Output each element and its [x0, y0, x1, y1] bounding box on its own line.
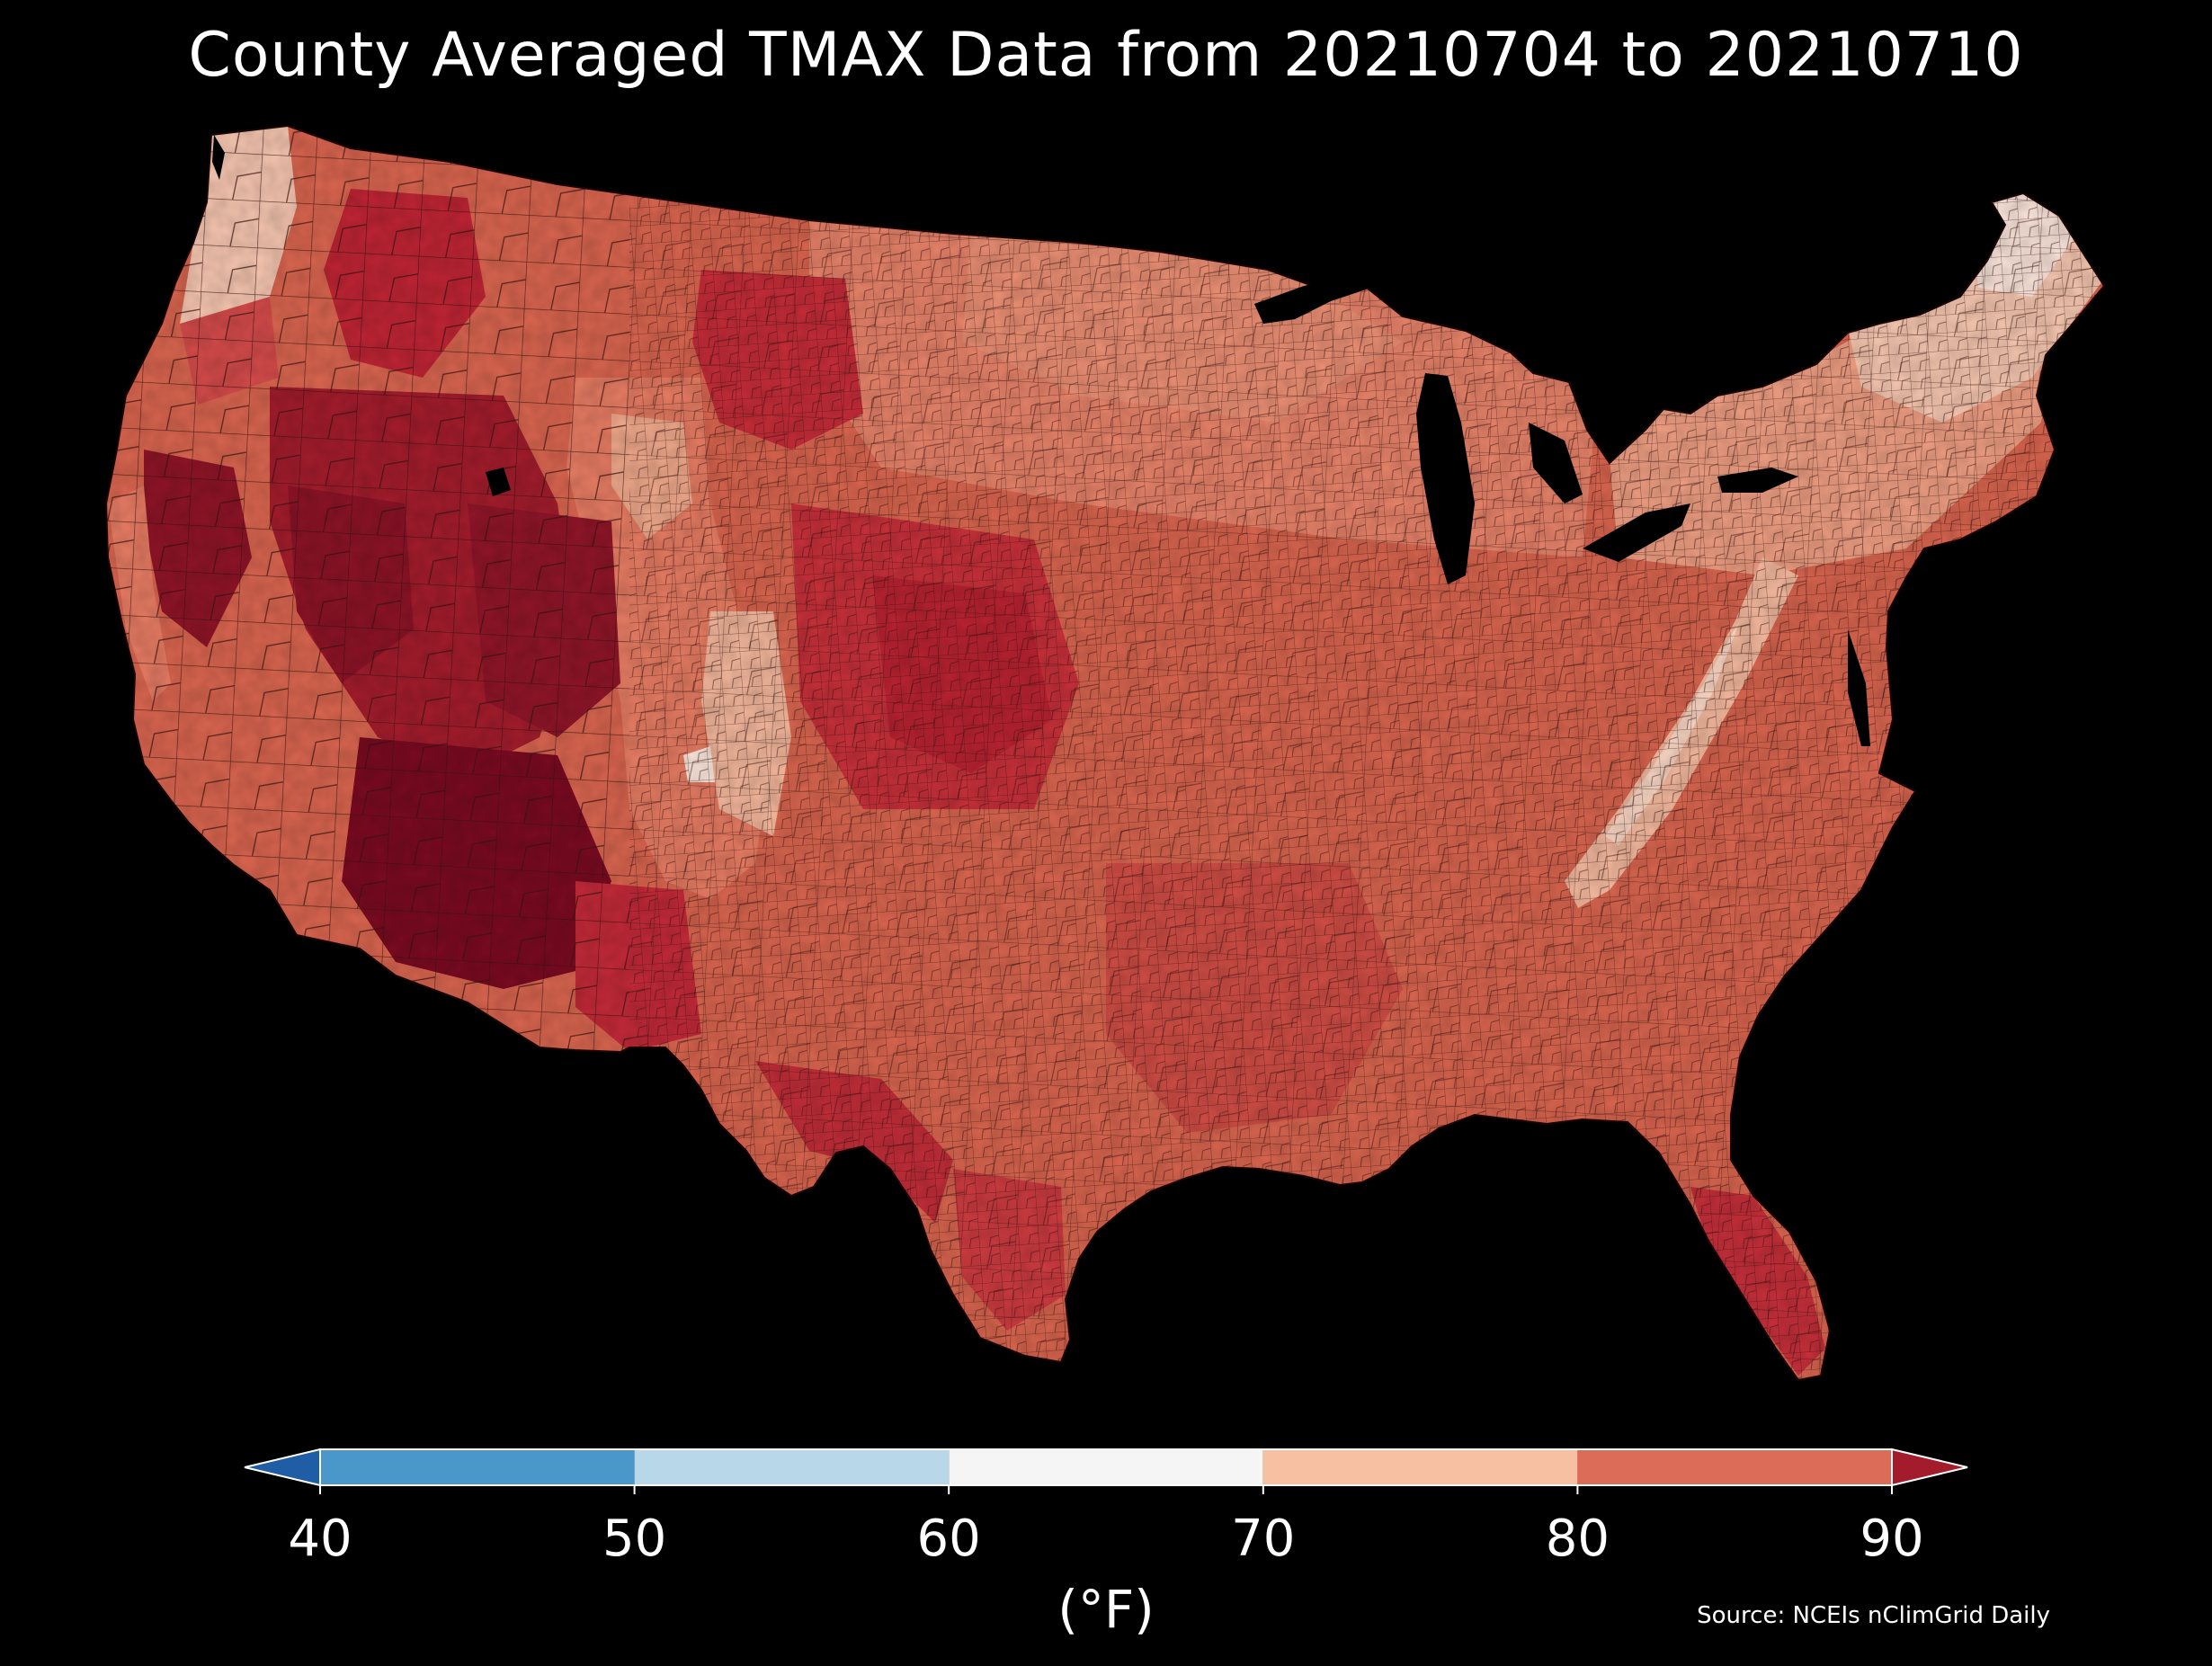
- colorbar-unit-label: (°F): [1057, 1579, 1155, 1640]
- colorbar-tick-label: 60: [916, 1510, 981, 1568]
- colorbar-bins: [320, 1449, 1892, 1485]
- great-salt-lake: [486, 468, 511, 496]
- colorbar-tick-label: 50: [602, 1510, 667, 1568]
- colorbar-bin: [1262, 1449, 1578, 1485]
- colorbar-tick-label: 70: [1231, 1510, 1296, 1568]
- colorbar-tick-marks: [319, 1485, 1893, 1494]
- lake-huron: [1529, 423, 1583, 503]
- colorbar-under-arrow: [244, 1448, 321, 1487]
- puget-sound: [212, 135, 225, 180]
- lake-ontario: [1717, 468, 1798, 493]
- lake-erie: [1583, 503, 1690, 562]
- source-note: Source: NCEIs nClimGrid Daily: [1697, 1602, 2050, 1629]
- colorbar-tick-label: 90: [1860, 1510, 1924, 1568]
- colorbar-bin: [1577, 1449, 1892, 1485]
- map-title: County Averaged TMAX Data from 20210704 …: [188, 20, 2024, 91]
- colorbar-tick-label: 80: [1545, 1510, 1610, 1568]
- lake-michigan: [1416, 373, 1475, 584]
- colorbar-bin: [949, 1449, 1263, 1485]
- colorbar-over-arrow: [1891, 1448, 1968, 1487]
- colorbar-bin: [320, 1449, 635, 1485]
- lake-superior: [1254, 270, 1385, 324]
- colorbar-tick-label: 40: [288, 1510, 352, 1568]
- chesapeake-bay: [1848, 629, 1870, 746]
- colorbar-frame: [319, 1448, 1893, 1486]
- colorbar-bin: [634, 1449, 950, 1485]
